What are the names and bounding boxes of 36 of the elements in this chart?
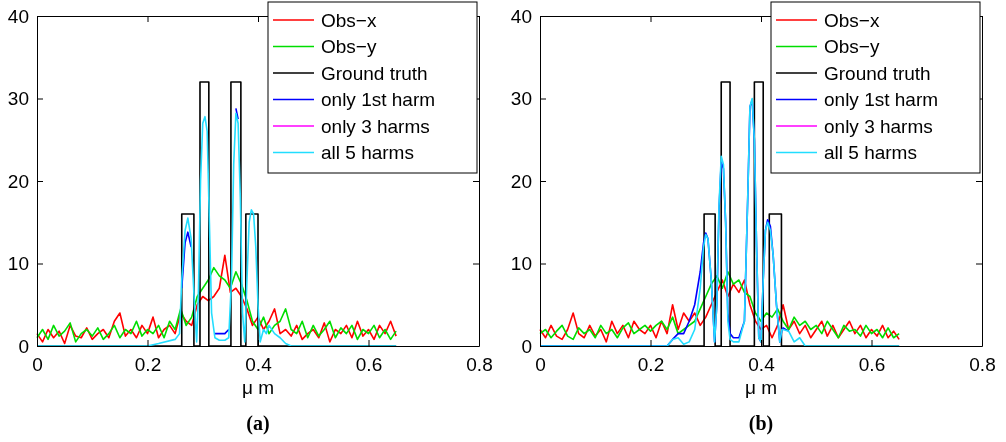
x-tick-label: 0.2: [637, 354, 665, 376]
y-tick-label: 0: [521, 335, 532, 357]
y-tick-label: 30: [510, 88, 532, 110]
legend-label: only 1st harm: [321, 89, 436, 110]
y-tick-label: 40: [510, 5, 532, 27]
legend-label: only 3 harms: [824, 115, 933, 137]
x-tick-label: 0.8: [969, 354, 996, 376]
text: (b): [748, 412, 774, 435]
x-tick-label: 0.4: [245, 354, 273, 376]
y-tick-label: 0: [18, 335, 29, 357]
y-tick-label: 20: [7, 170, 29, 192]
y-tick-label: 10: [510, 253, 532, 275]
legend-label: Obs−y: [824, 36, 880, 57]
legend-label: all 5 harms: [321, 142, 414, 163]
x-tick-label: 0.8: [466, 354, 493, 376]
legend-label: all 5 harms: [824, 142, 917, 163]
x-tick-label: 0.2: [134, 354, 162, 376]
x-tick-label: 0.6: [355, 354, 383, 376]
text: (a): [246, 412, 270, 435]
y-tick-label: 10: [7, 253, 29, 275]
x-axis-title: μ m: [744, 376, 778, 398]
legend-label: only 3 harms: [321, 115, 430, 137]
x-tick-label: 0.4: [748, 354, 776, 376]
y-tick-label: 20: [510, 170, 532, 192]
x-tick-label: 0: [535, 354, 546, 376]
legend-label: Ground truth: [824, 62, 931, 84]
y-tick-label: 30: [7, 88, 29, 110]
legend-label: Obs−x: [321, 9, 377, 31]
x-tick-label: 0: [32, 354, 43, 376]
legend-label: Obs−y: [321, 36, 377, 57]
legend-label: only 1st harm: [824, 89, 939, 110]
y-tick-label: 40: [7, 5, 29, 27]
legend-label: Obs−x: [824, 9, 880, 31]
legend-label: Ground truth: [321, 62, 428, 84]
x-tick-label: 0.6: [858, 354, 886, 376]
x-axis-title: μ m: [241, 376, 275, 398]
